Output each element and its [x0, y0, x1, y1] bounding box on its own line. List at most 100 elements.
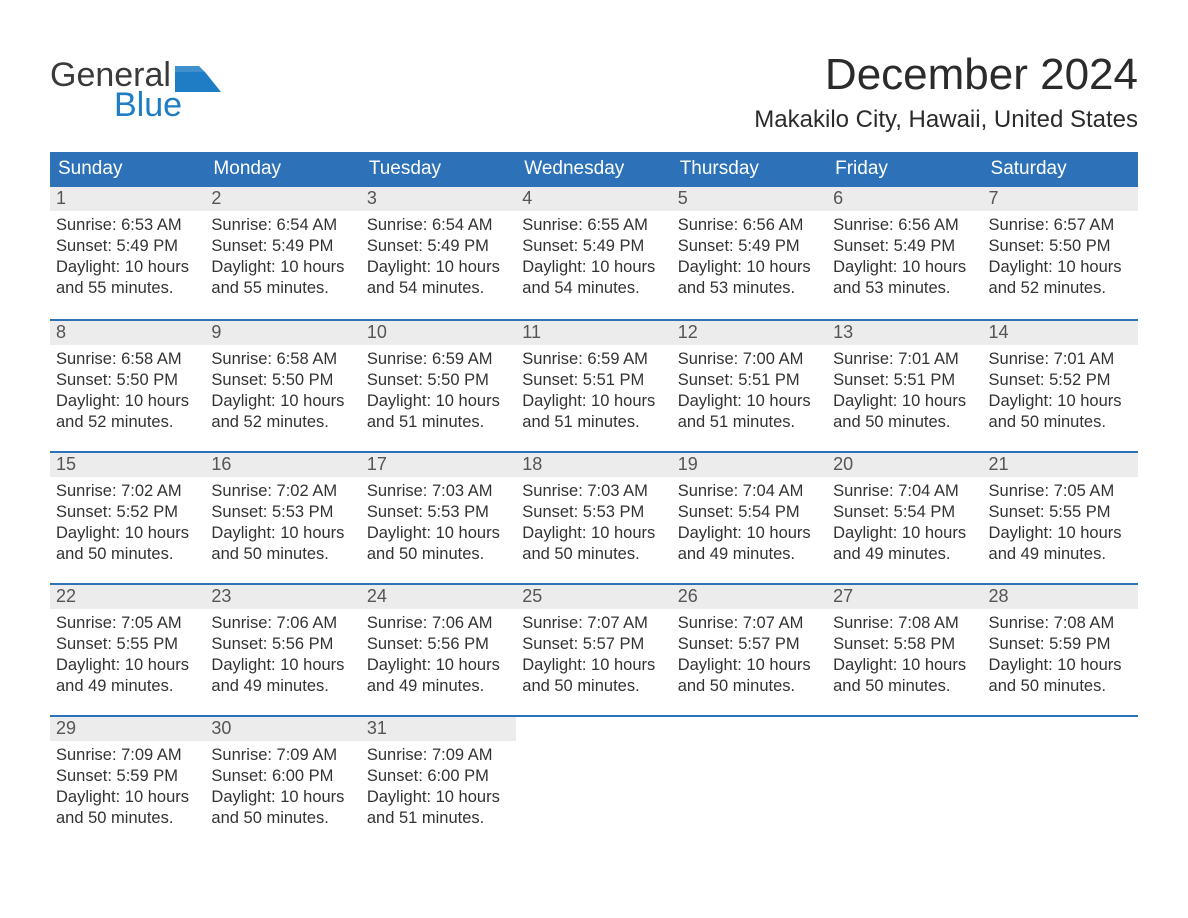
sunset-text: Sunset: 5:49 PM: [522, 236, 665, 257]
day-details: Sunrise: 6:57 AMSunset: 5:50 PMDaylight:…: [983, 211, 1138, 307]
daylight-line2: and 52 minutes.: [211, 412, 354, 433]
daylight-line1: Daylight: 10 hours: [56, 257, 199, 278]
day-number: 28: [983, 585, 1138, 609]
daylight-line2: and 54 minutes.: [367, 278, 510, 299]
day-number: 17: [361, 453, 516, 477]
daylight-line2: and 50 minutes.: [211, 544, 354, 565]
calendar-day: 10Sunrise: 6:59 AMSunset: 5:50 PMDayligh…: [361, 321, 516, 447]
day-details: Sunrise: 7:09 AMSunset: 6:00 PMDaylight:…: [205, 741, 360, 837]
sunrise-text: Sunrise: 6:56 AM: [833, 215, 976, 236]
day-details: Sunrise: 6:55 AMSunset: 5:49 PMDaylight:…: [516, 211, 671, 307]
day-details: Sunrise: 7:08 AMSunset: 5:59 PMDaylight:…: [983, 609, 1138, 705]
calendar-day: 15Sunrise: 7:02 AMSunset: 5:52 PMDayligh…: [50, 453, 205, 579]
day-details: Sunrise: 6:56 AMSunset: 5:49 PMDaylight:…: [672, 211, 827, 307]
daylight-line1: Daylight: 10 hours: [678, 391, 821, 412]
sunset-text: Sunset: 5:49 PM: [211, 236, 354, 257]
sunrise-text: Sunrise: 7:09 AM: [56, 745, 199, 766]
daylight-line2: and 50 minutes.: [56, 808, 199, 829]
day-details: Sunrise: 6:54 AMSunset: 5:49 PMDaylight:…: [205, 211, 360, 307]
sunset-text: Sunset: 5:59 PM: [56, 766, 199, 787]
sunrise-text: Sunrise: 7:07 AM: [522, 613, 665, 634]
day-number: 21: [983, 453, 1138, 477]
daylight-line1: Daylight: 10 hours: [56, 391, 199, 412]
dow-wednesday: Wednesday: [516, 152, 671, 187]
sunset-text: Sunset: 5:49 PM: [56, 236, 199, 257]
day-details: Sunrise: 7:05 AMSunset: 5:55 PMDaylight:…: [50, 609, 205, 705]
day-number: 12: [672, 321, 827, 345]
day-number: 11: [516, 321, 671, 345]
day-number: 27: [827, 585, 982, 609]
daylight-line1: Daylight: 10 hours: [56, 787, 199, 808]
calendar-day: [827, 717, 982, 843]
daylight-line2: and 51 minutes.: [678, 412, 821, 433]
sunrise-text: Sunrise: 6:56 AM: [678, 215, 821, 236]
dow-friday: Friday: [827, 152, 982, 187]
day-number: 16: [205, 453, 360, 477]
daylight-line2: and 54 minutes.: [522, 278, 665, 299]
daylight-line2: and 55 minutes.: [211, 278, 354, 299]
day-number: 31: [361, 717, 516, 741]
sunrise-text: Sunrise: 7:02 AM: [211, 481, 354, 502]
daylight-line1: Daylight: 10 hours: [833, 391, 976, 412]
daylight-line2: and 50 minutes.: [522, 544, 665, 565]
day-details: Sunrise: 7:07 AMSunset: 5:57 PMDaylight:…: [672, 609, 827, 705]
sunrise-text: Sunrise: 6:53 AM: [56, 215, 199, 236]
sunset-text: Sunset: 5:54 PM: [678, 502, 821, 523]
sunset-text: Sunset: 5:49 PM: [367, 236, 510, 257]
daylight-line1: Daylight: 10 hours: [56, 523, 199, 544]
day-details: Sunrise: 7:03 AMSunset: 5:53 PMDaylight:…: [361, 477, 516, 573]
day-number: 3: [361, 187, 516, 211]
daylight-line1: Daylight: 10 hours: [56, 655, 199, 676]
day-details: Sunrise: 7:01 AMSunset: 5:52 PMDaylight:…: [983, 345, 1138, 441]
daylight-line2: and 49 minutes.: [678, 544, 821, 565]
day-number: 9: [205, 321, 360, 345]
day-details: Sunrise: 7:06 AMSunset: 5:56 PMDaylight:…: [205, 609, 360, 705]
sunset-text: Sunset: 5:50 PM: [367, 370, 510, 391]
sunset-text: Sunset: 5:58 PM: [833, 634, 976, 655]
sunset-text: Sunset: 5:59 PM: [989, 634, 1132, 655]
daylight-line1: Daylight: 10 hours: [367, 655, 510, 676]
sunset-text: Sunset: 5:52 PM: [989, 370, 1132, 391]
daylight-line1: Daylight: 10 hours: [211, 787, 354, 808]
calendar-day: 2Sunrise: 6:54 AMSunset: 5:49 PMDaylight…: [205, 187, 360, 315]
day-details: Sunrise: 7:00 AMSunset: 5:51 PMDaylight:…: [672, 345, 827, 441]
calendar-day: 4Sunrise: 6:55 AMSunset: 5:49 PMDaylight…: [516, 187, 671, 315]
daylight-line2: and 55 minutes.: [56, 278, 199, 299]
day-number: 29: [50, 717, 205, 741]
sunrise-text: Sunrise: 7:08 AM: [833, 613, 976, 634]
calendar-grid: Sunday Monday Tuesday Wednesday Thursday…: [50, 152, 1138, 843]
daylight-line1: Daylight: 10 hours: [367, 523, 510, 544]
daylight-line1: Daylight: 10 hours: [211, 257, 354, 278]
sunset-text: Sunset: 5:51 PM: [522, 370, 665, 391]
daylight-line2: and 49 minutes.: [989, 544, 1132, 565]
calendar-day: 22Sunrise: 7:05 AMSunset: 5:55 PMDayligh…: [50, 585, 205, 711]
day-details: Sunrise: 7:08 AMSunset: 5:58 PMDaylight:…: [827, 609, 982, 705]
sunrise-text: Sunrise: 7:09 AM: [211, 745, 354, 766]
calendar-week: 29Sunrise: 7:09 AMSunset: 5:59 PMDayligh…: [50, 715, 1138, 843]
day-number: 7: [983, 187, 1138, 211]
daylight-line1: Daylight: 10 hours: [989, 655, 1132, 676]
daylight-line2: and 49 minutes.: [56, 676, 199, 697]
day-number: 14: [983, 321, 1138, 345]
sunrise-text: Sunrise: 7:03 AM: [367, 481, 510, 502]
sunset-text: Sunset: 5:54 PM: [833, 502, 976, 523]
calendar-day: 9Sunrise: 6:58 AMSunset: 5:50 PMDaylight…: [205, 321, 360, 447]
daylight-line2: and 51 minutes.: [367, 808, 510, 829]
day-number: 15: [50, 453, 205, 477]
sunrise-text: Sunrise: 6:54 AM: [367, 215, 510, 236]
sunset-text: Sunset: 5:50 PM: [56, 370, 199, 391]
day-details: Sunrise: 7:07 AMSunset: 5:57 PMDaylight:…: [516, 609, 671, 705]
day-number: 2: [205, 187, 360, 211]
sunset-text: Sunset: 5:50 PM: [989, 236, 1132, 257]
daylight-line2: and 51 minutes.: [522, 412, 665, 433]
daylight-line1: Daylight: 10 hours: [211, 655, 354, 676]
day-number: 13: [827, 321, 982, 345]
sunrise-text: Sunrise: 6:59 AM: [522, 349, 665, 370]
daylight-line1: Daylight: 10 hours: [522, 655, 665, 676]
calendar-day: [672, 717, 827, 843]
calendar-day: 12Sunrise: 7:00 AMSunset: 5:51 PMDayligh…: [672, 321, 827, 447]
daylight-line1: Daylight: 10 hours: [678, 257, 821, 278]
sunrise-text: Sunrise: 7:07 AM: [678, 613, 821, 634]
calendar-day: 19Sunrise: 7:04 AMSunset: 5:54 PMDayligh…: [672, 453, 827, 579]
day-details: Sunrise: 7:09 AMSunset: 6:00 PMDaylight:…: [361, 741, 516, 837]
